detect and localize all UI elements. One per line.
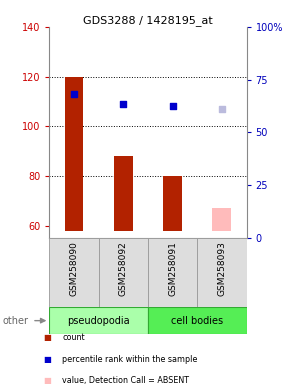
Point xyxy=(72,91,76,97)
Text: cell bodies: cell bodies xyxy=(171,316,223,326)
Bar xyxy=(213,208,231,231)
Point xyxy=(220,106,224,112)
Title: GDS3288 / 1428195_at: GDS3288 / 1428195_at xyxy=(83,15,213,26)
Bar xyxy=(49,238,99,307)
Point xyxy=(170,103,175,109)
Text: pseudopodia: pseudopodia xyxy=(67,316,130,326)
Point xyxy=(121,101,126,107)
Bar xyxy=(163,176,182,231)
Bar xyxy=(148,238,197,307)
Text: GSM258091: GSM258091 xyxy=(168,242,177,296)
Text: GSM258093: GSM258093 xyxy=(217,242,226,296)
Text: GSM258092: GSM258092 xyxy=(119,242,128,296)
Text: percentile rank within the sample: percentile rank within the sample xyxy=(62,354,198,364)
Text: other: other xyxy=(3,316,29,326)
Bar xyxy=(49,307,148,334)
Text: ■: ■ xyxy=(44,354,51,364)
Bar xyxy=(65,76,83,231)
Text: GSM258090: GSM258090 xyxy=(69,242,79,296)
Text: count: count xyxy=(62,333,85,343)
Text: value, Detection Call = ABSENT: value, Detection Call = ABSENT xyxy=(62,376,189,384)
Text: ■: ■ xyxy=(44,376,51,384)
Bar xyxy=(114,156,133,231)
Text: ■: ■ xyxy=(44,333,51,343)
Bar xyxy=(99,238,148,307)
Bar xyxy=(148,307,246,334)
Bar xyxy=(197,238,246,307)
